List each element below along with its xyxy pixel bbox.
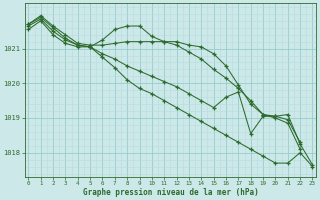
X-axis label: Graphe pression niveau de la mer (hPa): Graphe pression niveau de la mer (hPa)	[83, 188, 258, 197]
